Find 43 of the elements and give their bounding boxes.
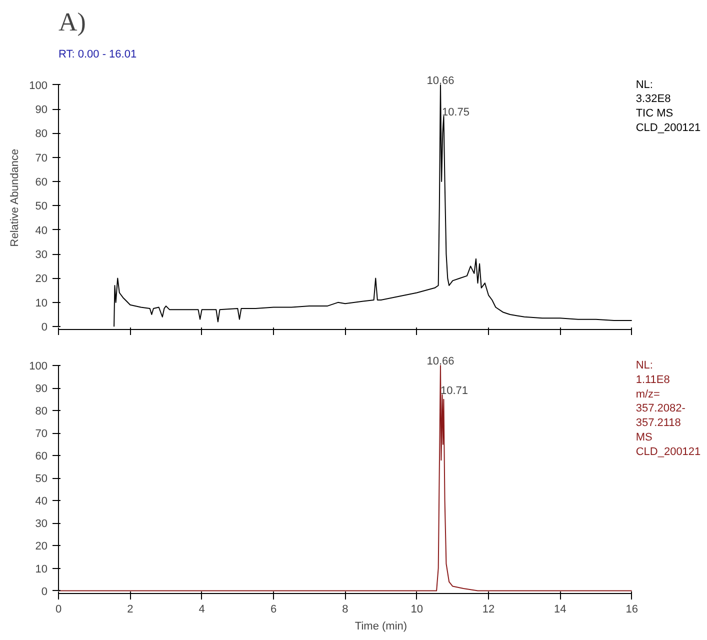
annotation: 10.71 [440, 384, 468, 397]
y-tick-label: 90 [35, 383, 48, 396]
y-tick-label: 50 [35, 200, 48, 213]
y-tick-label: 10 [35, 297, 48, 310]
x-tick-label: 2 [127, 604, 134, 616]
x-tick-label: 6 [270, 604, 277, 616]
text: NL: 3.32E8 TIC MS CLD_200121 [636, 78, 701, 134]
y-tick-label: 100 [29, 360, 48, 373]
x-tick-label: 12 [482, 604, 495, 616]
y-tick-label: 0 [41, 586, 48, 598]
x-tick-label: 16 [626, 604, 638, 616]
x-axis-title: Time (min) [354, 620, 408, 632]
annotation: 10.75 [442, 106, 470, 118]
x-tick-label: 0 [55, 604, 62, 616]
y-tick-label: 60 [35, 450, 48, 463]
y-tick-label: 90 [35, 104, 48, 116]
y-tick-label: 70 [35, 428, 48, 440]
text: NL: 1.11E8 m/z= 357.2082- 357.2118 MS CLD_200121 [636, 360, 701, 458]
y-tick-label: 50 [35, 473, 48, 486]
x-tick-label: 4 [198, 604, 205, 616]
y-tick-label: 80 [35, 406, 48, 418]
line-series [58, 365, 632, 592]
y-tick-label: 100 [29, 80, 48, 92]
chart-title: A) [58, 8, 86, 36]
x-tick-label: 8 [342, 604, 348, 616]
y-tick-label: 30 [35, 249, 48, 262]
y-tick-label: 20 [35, 273, 48, 286]
y-tick-label: 60 [35, 176, 48, 189]
annotation: 10.66 [426, 356, 454, 368]
y-tick-label: 20 [35, 540, 48, 553]
y-tick-label: 70 [35, 152, 48, 164]
annotation: 10.66 [426, 74, 454, 87]
y-tick-label: 40 [35, 496, 48, 508]
line-series [114, 84, 632, 328]
y-tick-label: 40 [35, 224, 48, 237]
y-axis-title: Relative Abundance [9, 148, 22, 247]
x-tick-label: 14 [554, 604, 566, 616]
y-tick-label: 10 [35, 563, 48, 576]
x-tick-label: 10 [410, 604, 423, 616]
chart-subtitle: RT: 0.00 - 16.01 [58, 48, 137, 60]
y-tick-label: 0 [41, 322, 48, 334]
y-tick-label: 30 [35, 518, 48, 530]
y-tick-label: 80 [35, 128, 48, 140]
